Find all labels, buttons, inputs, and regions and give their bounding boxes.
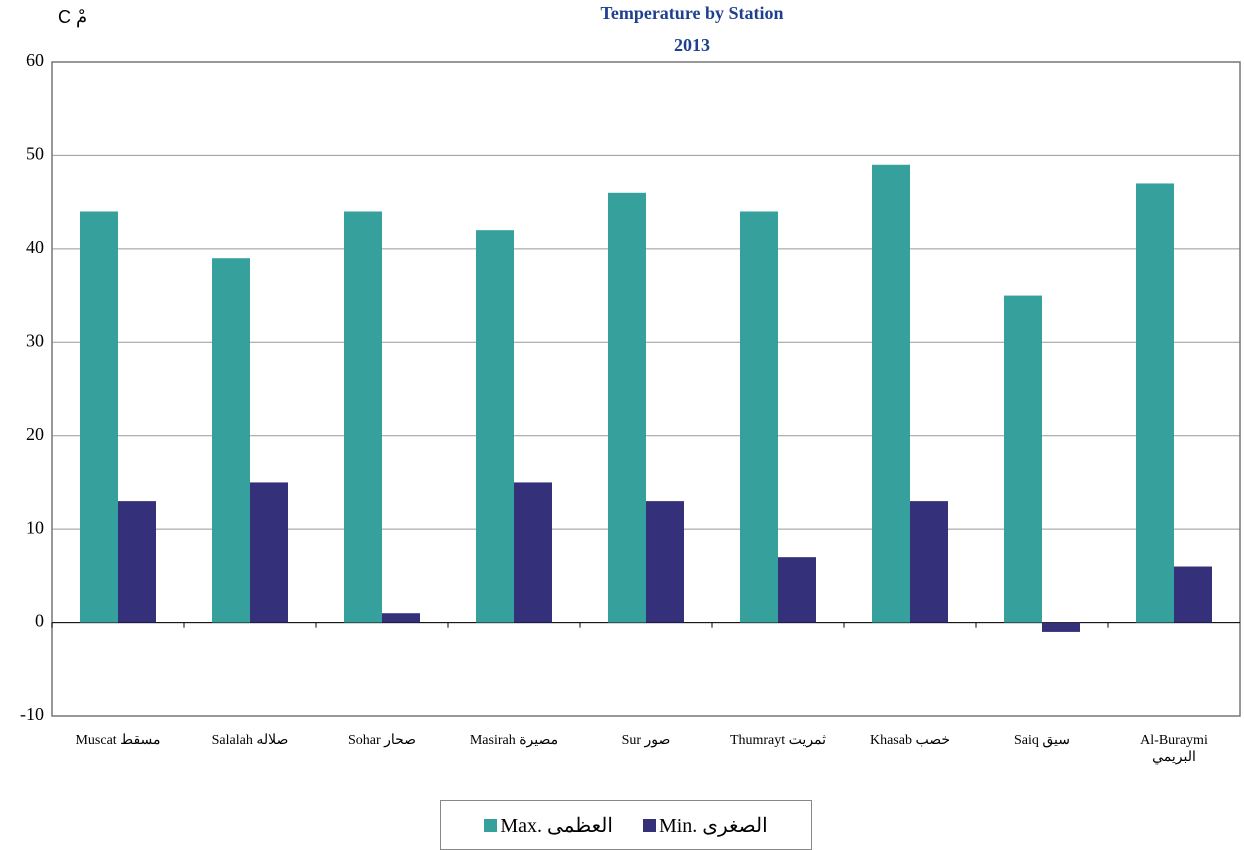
y-tick-label: 0 bbox=[35, 611, 44, 631]
bar bbox=[1004, 295, 1042, 623]
x-tick-label: Khasab خصب bbox=[869, 733, 951, 748]
x-tick-label: Masirah مصيرة bbox=[469, 733, 559, 748]
bar bbox=[476, 230, 514, 623]
legend-swatch bbox=[642, 818, 656, 832]
bar bbox=[910, 501, 948, 623]
bar bbox=[608, 192, 646, 623]
bar bbox=[740, 211, 778, 623]
x-tick-label: Al-Buraymi البريمي bbox=[1140, 733, 1208, 765]
bar bbox=[1174, 566, 1212, 623]
bar bbox=[1042, 622, 1080, 632]
bar bbox=[344, 211, 382, 623]
bar bbox=[80, 211, 118, 623]
y-tick-label: 40 bbox=[26, 237, 44, 257]
legend-swatch bbox=[484, 818, 498, 832]
y-tick-label: 20 bbox=[26, 424, 44, 444]
bar bbox=[382, 613, 420, 623]
legend-label: Max. العظمى bbox=[500, 814, 613, 837]
bar bbox=[118, 501, 156, 623]
x-tick-label: Sur صور bbox=[621, 733, 671, 748]
bar bbox=[212, 258, 250, 623]
bar bbox=[778, 557, 816, 623]
x-tick-label: Saiq سيق bbox=[1013, 733, 1071, 748]
legend-item: Min. الصغرى bbox=[642, 813, 768, 838]
y-tick-label: 60 bbox=[26, 50, 44, 70]
x-tick-label: Salalah صلاله bbox=[211, 733, 289, 748]
plot-border bbox=[51, 61, 1241, 717]
bar bbox=[514, 482, 552, 623]
legend-label: Min. الصغرى bbox=[658, 814, 768, 837]
y-tick-label: 50 bbox=[26, 144, 44, 164]
y-tick-label: 30 bbox=[26, 330, 44, 350]
legend-item: Max. العظمى bbox=[484, 813, 613, 838]
x-tick-label: Thumrayt ثمريت bbox=[729, 733, 827, 748]
y-tick-label: 10 bbox=[26, 517, 44, 537]
bar bbox=[646, 501, 684, 623]
bar bbox=[872, 164, 910, 623]
x-tick-label: Sohar صحار bbox=[347, 733, 417, 748]
chart-title: Temperature by Station bbox=[600, 3, 783, 23]
x-tick-label: Muscat مسقط bbox=[75, 733, 161, 748]
legend: Max. العظمى Min. الصغرى bbox=[440, 800, 812, 850]
bar bbox=[250, 482, 288, 623]
y-tick-label: -10 bbox=[20, 704, 44, 724]
bar bbox=[1136, 183, 1174, 623]
y-axis-label: C مْ bbox=[58, 7, 87, 28]
chart-subtitle: 2013 bbox=[674, 35, 710, 55]
